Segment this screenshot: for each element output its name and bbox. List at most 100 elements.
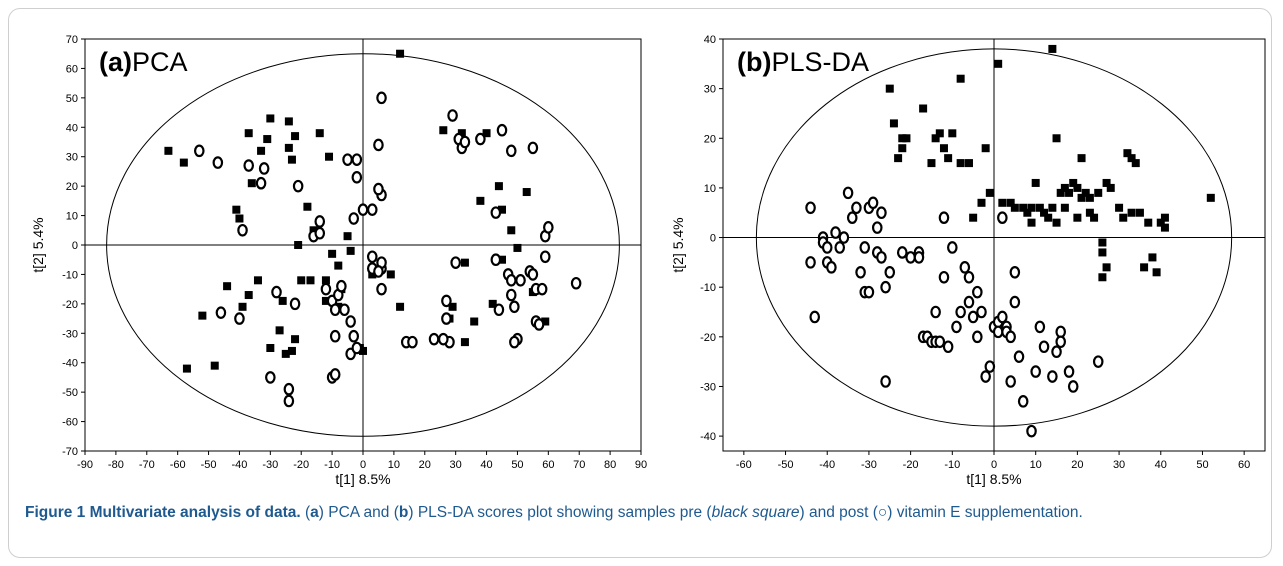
chart1-pre-square-point bbox=[1115, 203, 1124, 212]
chart0-x-tick-label: 0 bbox=[360, 459, 366, 471]
chart0-y-tick-label: 40 bbox=[66, 122, 78, 134]
chart1-confidence-ellipse bbox=[755, 48, 1233, 427]
chart0-x-tick-label: -70 bbox=[139, 459, 155, 471]
chart0-pre-square-point bbox=[284, 117, 293, 126]
chart0-pre-square-point bbox=[253, 276, 262, 285]
chart0-post-circle-point bbox=[265, 371, 276, 384]
chart1-pre-square-point bbox=[1160, 213, 1169, 222]
chart1-post-circle-point bbox=[997, 211, 1008, 224]
chart1-x-tick-label: -50 bbox=[778, 459, 794, 471]
chart0-y-tick-label: 30 bbox=[66, 152, 78, 164]
chart0-post-circle-point bbox=[441, 294, 452, 308]
chart0-post-circle-point bbox=[329, 329, 341, 343]
chart1-pre-square-point bbox=[1148, 253, 1157, 262]
panel-a: -90 -80 -70 -60 -50 -40 -30 -20 -10 0 10 20 30 40 50 60… bbox=[9, 31, 649, 496]
chart0-post-circle-point bbox=[289, 297, 301, 311]
chart1-pre-square-point bbox=[1131, 159, 1140, 168]
chart0-pre-square-point bbox=[457, 129, 466, 138]
chart0-x-tick-label: 20 bbox=[419, 459, 431, 471]
caption-post-marker: ○ bbox=[877, 504, 888, 521]
chart1-pre-square-point bbox=[1077, 154, 1086, 163]
chart0-pre-square-point bbox=[448, 302, 457, 311]
chart0-post-circle-point bbox=[373, 182, 384, 196]
chart0-x-tick-label: -20 bbox=[293, 459, 309, 471]
chart1-pre-square-point bbox=[1019, 203, 1028, 212]
chart0-post-circle-point bbox=[447, 109, 458, 122]
chart1-pre-square-point bbox=[1102, 178, 1111, 187]
chart0-pre-square-point bbox=[334, 261, 343, 270]
chart0-y-tick-label: -40 bbox=[62, 358, 78, 370]
chart1-pre-square-point bbox=[1048, 203, 1057, 212]
caption-label-a: a bbox=[310, 504, 319, 521]
chart1-post-circle-point bbox=[880, 280, 891, 294]
chart0-pre-square-point bbox=[321, 276, 330, 285]
chart1-post-circle-point bbox=[1030, 365, 1041, 378]
chart1-pre-square-point bbox=[969, 213, 978, 222]
chart0-post-circle-point bbox=[536, 282, 548, 296]
chart0-post-circle-point bbox=[505, 288, 517, 302]
chart1-pre-square-point bbox=[1027, 203, 1036, 212]
chart1-pre-square-point bbox=[1065, 188, 1074, 197]
chart0-x-axis-label: t[1] 8.5% bbox=[335, 471, 390, 487]
chart0-pre-square-point bbox=[396, 49, 405, 58]
chart0-y-tick-label: 60 bbox=[66, 63, 78, 75]
chart1-post-circle-point bbox=[938, 211, 950, 224]
chart0-post-circle-point bbox=[407, 335, 418, 349]
chart0-pre-square-point bbox=[359, 346, 367, 355]
panel-b: -60 -50 -40 -30 -20 -10 0 10 20 30 40 50 60 -40 -30 -20… bbox=[649, 31, 1269, 496]
chart0-pre-square-point bbox=[328, 249, 337, 258]
chart0-post-circle-point bbox=[234, 312, 245, 325]
chart1-pre-square-point bbox=[944, 154, 953, 163]
chart1-post-circle-point bbox=[846, 211, 858, 224]
chart1-post-circle-point bbox=[1055, 335, 1067, 349]
chart1-pre-square-point bbox=[1085, 193, 1094, 202]
chart1-pre-square-point bbox=[1152, 268, 1161, 277]
chart1-pre-square-point bbox=[1140, 263, 1149, 272]
chart0-post-circle-point bbox=[212, 156, 224, 169]
chart1-post-circle-point bbox=[1009, 295, 1021, 309]
caption-text-c: ) and post ( bbox=[799, 504, 878, 521]
chart1-pre-square-point bbox=[885, 84, 894, 93]
chart1-post-circle-point bbox=[859, 241, 871, 254]
chart1-post-circle-point bbox=[1092, 355, 1104, 368]
chart1-post-circle-point bbox=[863, 285, 875, 299]
chart1-post-circle-point bbox=[805, 201, 816, 215]
chart1-post-circle-point bbox=[976, 305, 987, 319]
chart1-pre-square-point bbox=[1052, 218, 1061, 227]
chart1-pre-square-point bbox=[927, 159, 936, 168]
chart0-y-tick-label: -70 bbox=[62, 446, 78, 458]
chart1-post-circle-point bbox=[876, 251, 887, 264]
chart0-pre-square-point bbox=[513, 243, 522, 252]
chart0-confidence-ellipse bbox=[106, 53, 620, 437]
chart1-pre-square-point bbox=[1160, 223, 1169, 232]
chart1-post-circle-point bbox=[972, 330, 983, 344]
chart1-pre-square-point bbox=[1073, 213, 1082, 222]
chart1-pre-square-point bbox=[1156, 218, 1165, 227]
chart1-pre-square-point bbox=[1090, 213, 1099, 222]
chart0-post-circle-point bbox=[505, 274, 517, 287]
chart0-post-circle-point bbox=[428, 332, 440, 346]
chart1-pre-square-point bbox=[1023, 208, 1032, 217]
chart0-post-circle-point bbox=[539, 250, 551, 264]
chart1-post-circle-point bbox=[951, 320, 962, 334]
chart0-y-tick-label: 20 bbox=[66, 181, 78, 193]
chart0-post-circle-point bbox=[314, 226, 326, 240]
chart1-pre-square-point bbox=[1031, 178, 1040, 187]
chart0-pre-square-point bbox=[247, 179, 256, 188]
chart0-post-circle-point bbox=[255, 176, 267, 190]
chart1-post-circle-point bbox=[963, 270, 975, 284]
chart0-post-circle-point bbox=[509, 300, 520, 314]
chart0-pre-square-point bbox=[291, 132, 300, 141]
chart0-post-circle-point bbox=[351, 341, 363, 355]
chart1-pre-square-point bbox=[898, 144, 907, 153]
chart1-post-circle-point bbox=[1005, 330, 1016, 344]
chart1-post-circle-point bbox=[809, 310, 821, 324]
chart0-x-tick-label: 60 bbox=[542, 459, 554, 471]
chart1-pre-square-point bbox=[956, 74, 965, 83]
chart1-post-circle-point bbox=[905, 251, 916, 264]
chart1-post-circle-point bbox=[959, 261, 971, 274]
chart0-post-circle-point bbox=[376, 282, 387, 296]
chart1-panel-title: (b)PLS-DA bbox=[737, 47, 869, 77]
chart0-pre-square-point bbox=[244, 291, 253, 300]
chart0-pre-square-point bbox=[541, 317, 550, 326]
